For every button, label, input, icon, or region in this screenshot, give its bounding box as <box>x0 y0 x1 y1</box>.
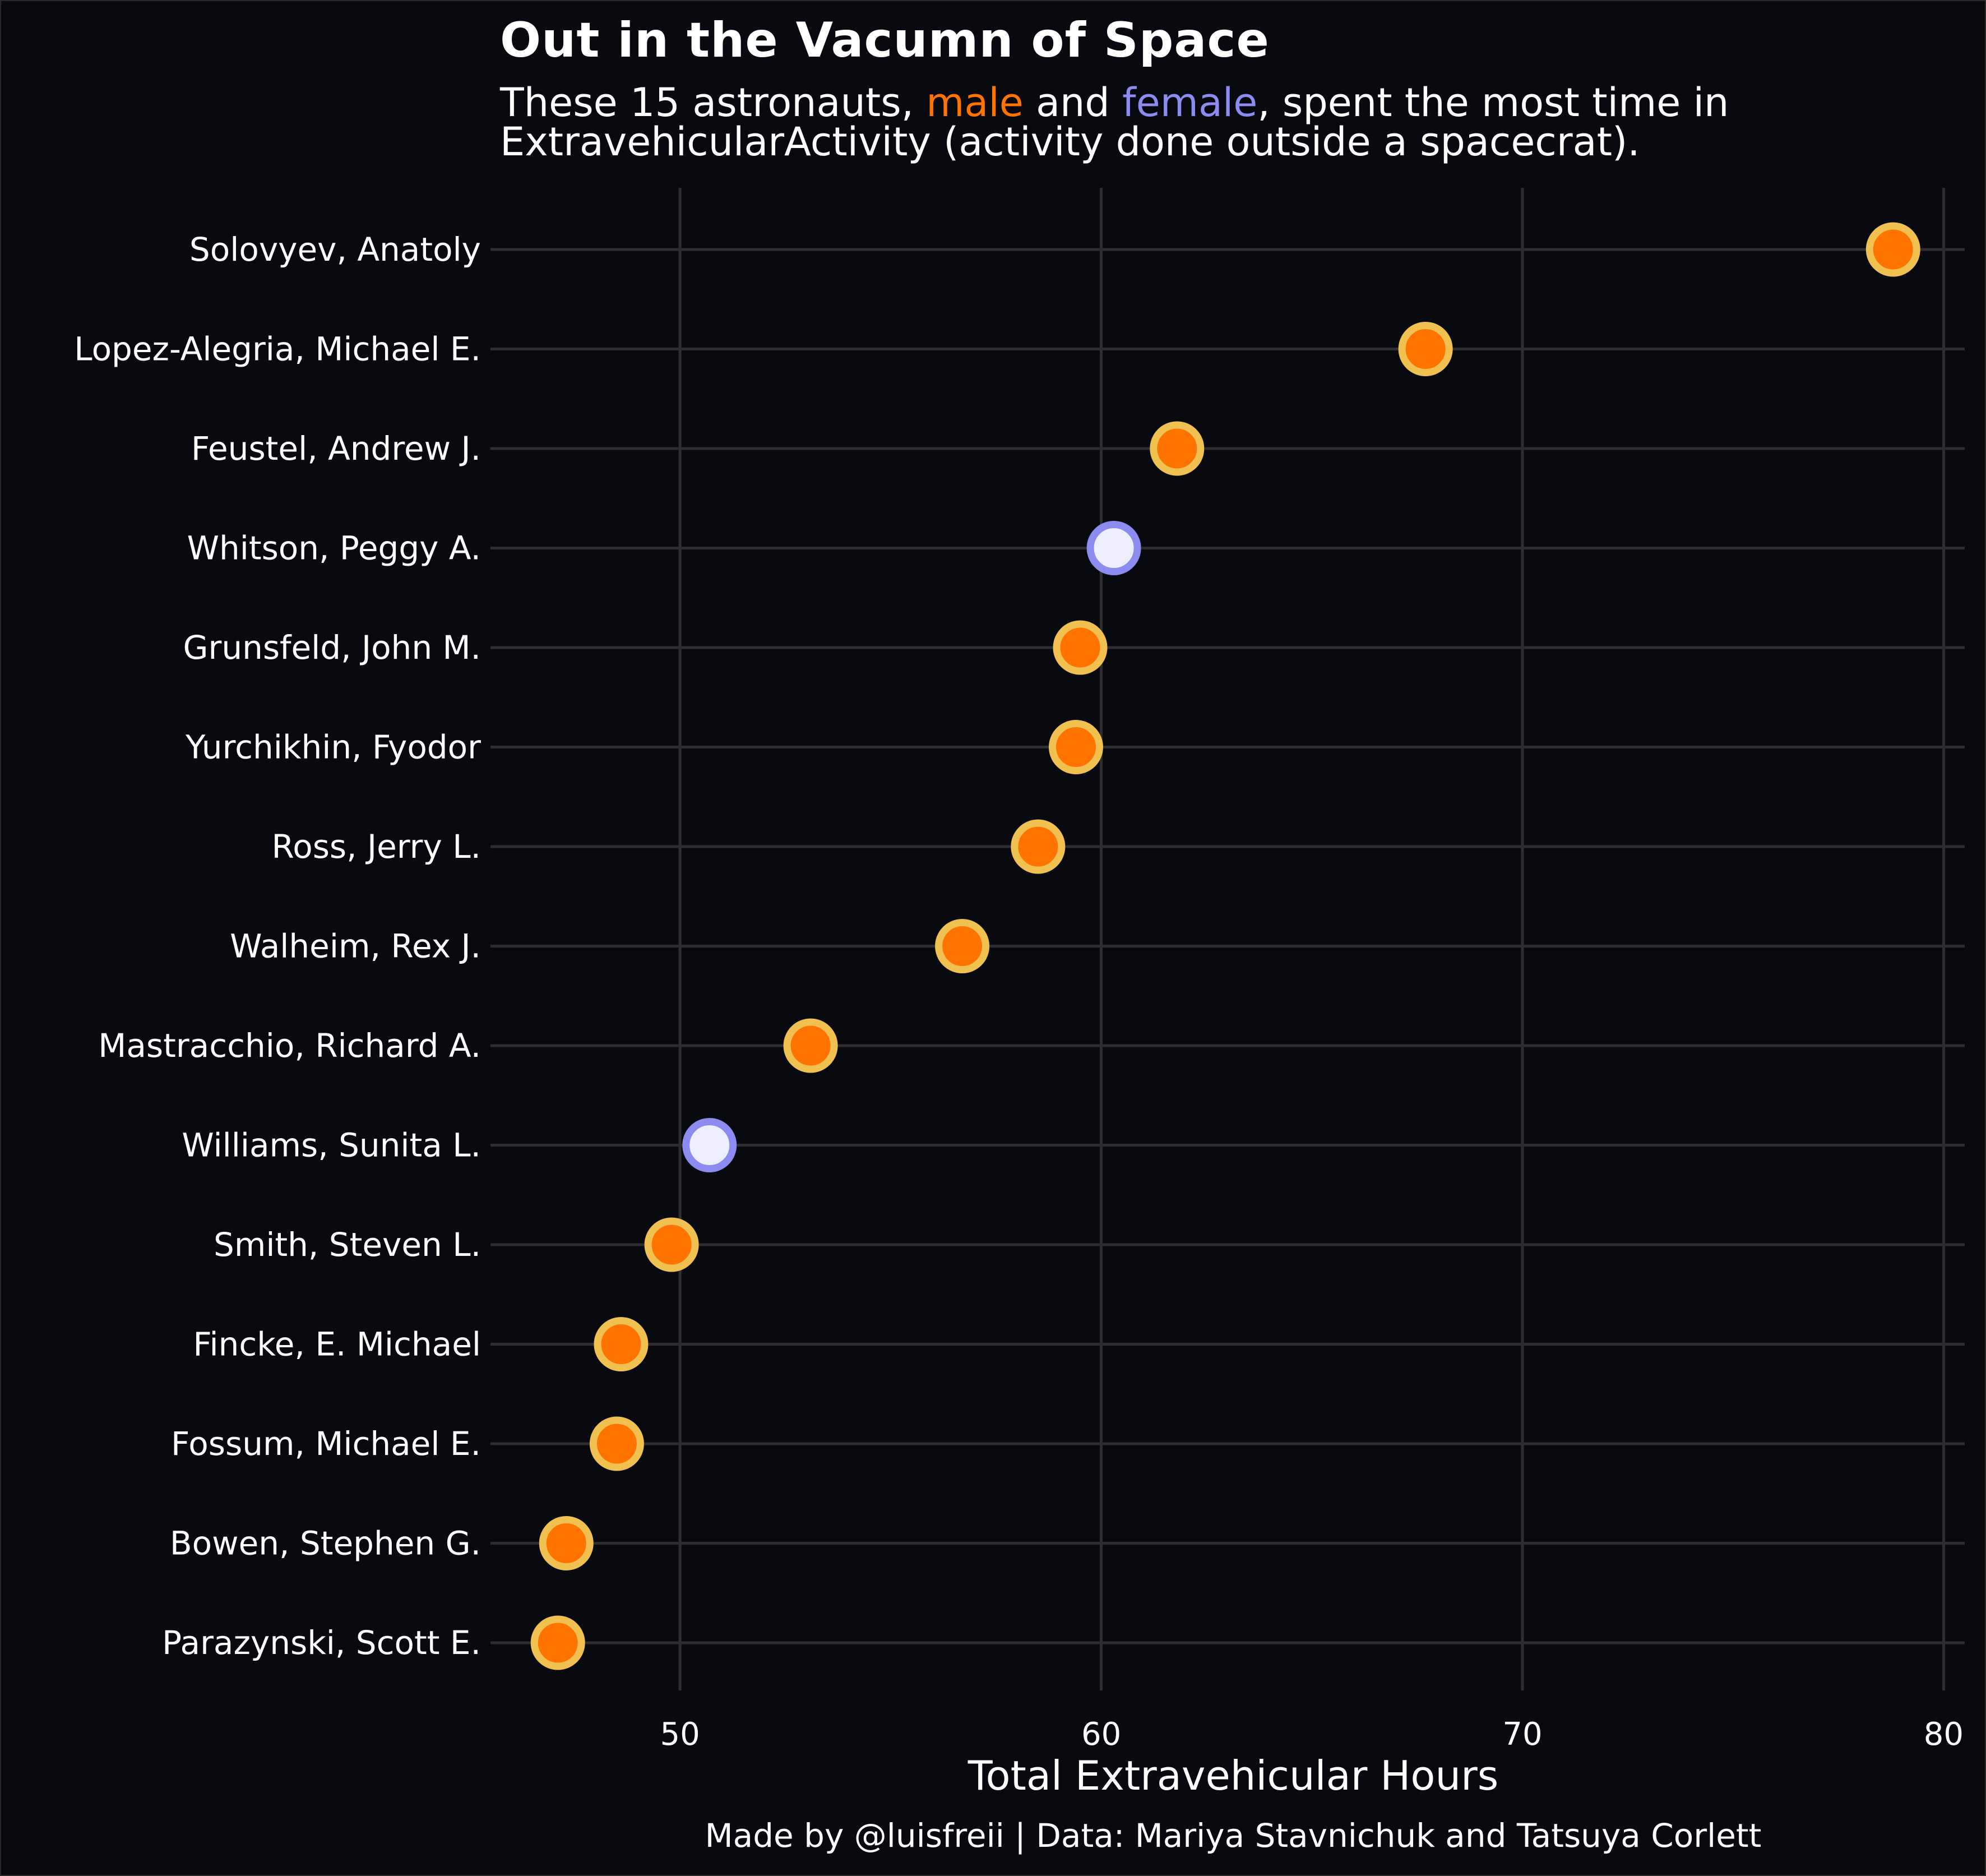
male-point <box>539 1516 594 1570</box>
male-point <box>935 919 990 973</box>
y-tick-label: Whitson, Peggy A. <box>187 529 481 567</box>
y-tick-label: Ross, Jerry L. <box>272 828 481 866</box>
y-tick-label: Grunsfeld, John M. <box>183 629 481 667</box>
subtitle-female-word: female <box>1122 80 1258 126</box>
chart-subtitle: These 15 astronauts, male and female, sp… <box>500 83 1957 161</box>
male-point <box>1011 819 1066 874</box>
male-point <box>530 1615 585 1670</box>
male-point <box>1053 620 1108 675</box>
subtitle-text: and <box>1023 80 1123 126</box>
y-tick-label: Lopez-Alegria, Michael E. <box>74 330 481 368</box>
chart-title: Out in the Vacumn of Space <box>500 12 1270 68</box>
x-tick-label: 70 <box>1502 1716 1542 1753</box>
y-tick-label: Smith, Steven L. <box>214 1226 481 1264</box>
x-tick-label: 60 <box>1081 1716 1121 1753</box>
male-point <box>1048 720 1103 774</box>
x-tick-label: 80 <box>1924 1716 1964 1753</box>
y-tick-label: Parazynski, Scott E. <box>162 1624 481 1662</box>
male-point <box>1150 421 1205 476</box>
y-tick-label: Feustel, Andrew J. <box>191 429 481 468</box>
y-tick-label: Williams, Sunita L. <box>182 1126 481 1165</box>
x-tick-label: 50 <box>660 1716 700 1753</box>
male-point <box>594 1317 649 1371</box>
subtitle-text: , spent the most time in ExtravehicularA… <box>500 80 1742 165</box>
y-tick-label: Walheim, Rex J. <box>230 927 481 965</box>
vertical-gridlines <box>678 188 1945 1690</box>
x-axis-title: Total Extravehicular Hours <box>967 1752 1499 1799</box>
horizontal-gridlines <box>490 248 1965 1644</box>
data-points <box>530 222 1920 1670</box>
male-point <box>1865 222 1920 277</box>
subtitle-male-word: male <box>926 80 1024 126</box>
subtitle-text: These 15 astronauts, <box>500 80 927 126</box>
y-tick-label: Solovyev, Anatoly <box>189 230 481 269</box>
chart-caption: Made by @luisfreii | Data: Mariya Stavni… <box>705 1817 1762 1855</box>
female-point <box>1086 521 1141 575</box>
male-point <box>589 1416 644 1471</box>
y-tick-label: Fincke, E. Michael <box>193 1325 481 1364</box>
male-point <box>783 1018 838 1073</box>
male-point <box>644 1217 699 1272</box>
male-point <box>1398 322 1453 376</box>
y-tick-label: Mastracchio, Richard A. <box>98 1027 481 1065</box>
y-tick-label: Bowen, Stephen G. <box>170 1524 481 1563</box>
y-tick-label: Yurchikhin, Fyodor <box>185 728 481 766</box>
y-tick-label: Fossum, Michael E. <box>171 1425 481 1463</box>
female-point <box>682 1118 737 1172</box>
y-axis-labels: Solovyev, Anatoly Lopez-Alegria, Michael … <box>74 230 481 1662</box>
x-axis-ticks: 50 60 70 80 <box>660 1716 1964 1753</box>
